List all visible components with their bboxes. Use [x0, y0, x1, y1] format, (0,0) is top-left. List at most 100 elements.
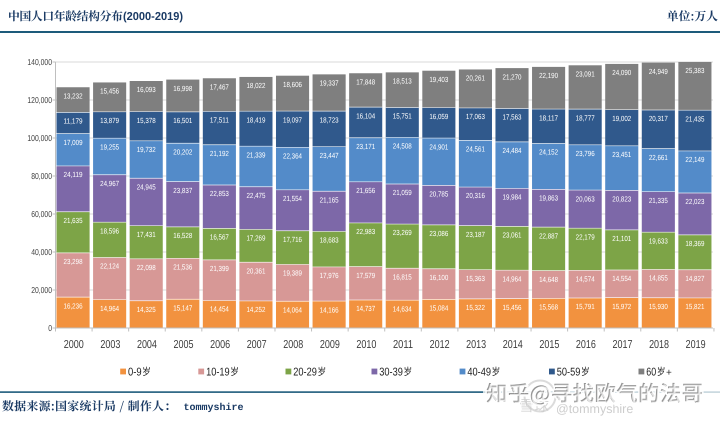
svg-text:15,791: 15,791 [576, 302, 595, 311]
svg-text:19,002: 19,002 [612, 114, 631, 123]
svg-text:20-29: 20-29 [293, 366, 317, 378]
svg-text:22,661: 22,661 [649, 153, 668, 162]
svg-text:13,879: 13,879 [100, 116, 119, 125]
svg-text:14,166: 14,166 [320, 305, 339, 314]
svg-text:19,337: 19,337 [320, 79, 339, 88]
svg-text:15,378: 15,378 [137, 116, 156, 125]
svg-text:23,086: 23,086 [429, 229, 448, 238]
svg-text:20,823: 20,823 [612, 195, 631, 204]
svg-text:15,084: 15,084 [429, 304, 448, 313]
svg-text:18,596: 18,596 [100, 226, 119, 235]
svg-text:20,000: 20,000 [31, 285, 52, 295]
svg-text:2019: 2019 [686, 339, 706, 351]
svg-text:24,484: 24,484 [503, 146, 522, 155]
svg-text:23,837: 23,837 [173, 186, 192, 195]
svg-text:10-19: 10-19 [206, 366, 230, 378]
svg-text:14,827: 14,827 [685, 274, 704, 283]
svg-text:18,419: 18,419 [246, 115, 265, 124]
svg-text:30-39: 30-39 [379, 366, 403, 378]
svg-text:17,976: 17,976 [320, 271, 339, 280]
svg-text:15,972: 15,972 [612, 302, 631, 311]
svg-text:40,000: 40,000 [31, 247, 52, 257]
svg-text:17,563: 17,563 [503, 113, 522, 122]
svg-text:14,574: 14,574 [576, 275, 595, 284]
svg-text:24,090: 24,090 [612, 68, 631, 77]
svg-text:14,964: 14,964 [100, 304, 119, 313]
svg-text:17,431: 17,431 [137, 230, 156, 239]
svg-text:140,000: 140,000 [27, 57, 52, 67]
svg-text:16,567: 16,567 [210, 233, 229, 242]
svg-text:17,716: 17,716 [283, 235, 302, 244]
svg-text:60: 60 [646, 366, 656, 378]
svg-text:2008: 2008 [283, 339, 303, 351]
svg-text:16,236: 16,236 [64, 301, 83, 310]
svg-text:21,270: 21,270 [503, 72, 522, 81]
svg-text:20,361: 20,361 [246, 266, 265, 275]
svg-text:17,063: 17,063 [466, 112, 485, 121]
svg-text:@tommyshire: @tommyshire [556, 402, 633, 416]
svg-text:19,732: 19,732 [137, 145, 156, 154]
svg-text:20,261: 20,261 [466, 74, 485, 83]
svg-text:17,467: 17,467 [210, 82, 229, 91]
svg-text:18,022: 18,022 [246, 81, 265, 90]
svg-text:16,501: 16,501 [173, 116, 192, 125]
svg-text:15,147: 15,147 [173, 303, 192, 312]
svg-text:23,451: 23,451 [612, 150, 631, 159]
svg-text:20,202: 20,202 [173, 147, 192, 156]
svg-text:2013: 2013 [466, 339, 486, 351]
svg-text:2014: 2014 [503, 339, 523, 351]
svg-text:15,751: 15,751 [393, 112, 412, 121]
svg-text:21,165: 21,165 [320, 195, 339, 204]
svg-text:2000: 2000 [64, 339, 84, 351]
svg-text:21,339: 21,339 [246, 150, 265, 159]
svg-text:21,059: 21,059 [393, 188, 412, 197]
svg-text:14,648: 14,648 [539, 275, 558, 284]
svg-text:24,508: 24,508 [393, 142, 412, 151]
svg-text:15,568: 15,568 [539, 303, 558, 312]
svg-text:80,000: 80,000 [31, 171, 52, 181]
svg-text:19,984: 19,984 [503, 193, 522, 202]
svg-text:14,855: 14,855 [649, 274, 668, 283]
svg-text:14,454: 14,454 [210, 305, 229, 314]
svg-text:21,554: 21,554 [283, 194, 302, 203]
svg-text:23,298: 23,298 [64, 257, 83, 266]
svg-text:24,901: 24,901 [429, 142, 448, 151]
svg-text:22,983: 22,983 [356, 227, 375, 236]
svg-text:22,853: 22,853 [210, 189, 229, 198]
svg-text:16,100: 16,100 [429, 273, 448, 282]
svg-text:2004: 2004 [137, 339, 157, 351]
svg-text:15,322: 15,322 [466, 303, 485, 312]
svg-text:14,252: 14,252 [246, 305, 265, 314]
svg-text:21,656: 21,656 [356, 186, 375, 195]
svg-text:16,093: 16,093 [137, 85, 156, 94]
svg-text:21,335: 21,335 [649, 196, 668, 205]
svg-text:2006: 2006 [210, 339, 230, 351]
svg-text:(2000-2019): (2000-2019) [123, 11, 183, 23]
svg-text:2009: 2009 [320, 339, 340, 351]
svg-text:14,964: 14,964 [503, 274, 522, 283]
svg-text:21,635: 21,635 [64, 216, 83, 225]
svg-text:19,097: 19,097 [283, 115, 302, 124]
svg-text:18,723: 18,723 [320, 115, 339, 124]
svg-text:16,815: 16,815 [393, 272, 412, 281]
svg-text:2005: 2005 [174, 339, 194, 351]
svg-text:23,171: 23,171 [356, 142, 375, 151]
svg-text:17,511: 17,511 [210, 116, 229, 125]
svg-text:22,887: 22,887 [539, 231, 558, 240]
svg-text:23,447: 23,447 [320, 151, 339, 160]
svg-text:2015: 2015 [539, 339, 559, 351]
svg-text:17,848: 17,848 [356, 77, 375, 86]
svg-text:13,232: 13,232 [64, 91, 83, 100]
svg-text:19,255: 19,255 [100, 142, 119, 151]
svg-text:50-59: 50-59 [557, 366, 581, 378]
svg-text:19,389: 19,389 [283, 269, 302, 278]
svg-text:16,528: 16,528 [173, 231, 192, 240]
svg-text:0-9: 0-9 [128, 366, 142, 378]
svg-text:14,634: 14,634 [393, 304, 412, 313]
svg-text:15,456: 15,456 [100, 87, 119, 96]
svg-text:22,475: 22,475 [246, 191, 265, 200]
svg-text:15,456: 15,456 [503, 303, 522, 312]
svg-text:20,063: 20,063 [576, 194, 595, 203]
svg-text:21,435: 21,435 [685, 114, 704, 123]
svg-text:19,633: 19,633 [649, 236, 668, 245]
